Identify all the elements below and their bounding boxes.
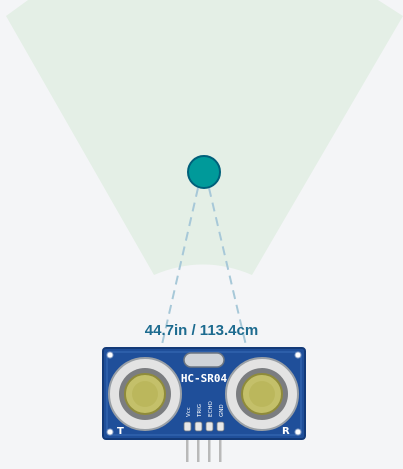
ultrasonic-transducer-icon xyxy=(225,357,299,431)
pin-pad-icon xyxy=(194,421,203,432)
pin-pad-icon xyxy=(216,421,225,432)
crystal-oscillator-icon xyxy=(183,352,225,368)
pin-pad-icon xyxy=(205,421,214,432)
pin-trig xyxy=(197,433,200,462)
pin-label-trig: TRIG xyxy=(197,404,203,418)
board-model-label: HC-SR04 xyxy=(181,372,228,385)
pin-vcc xyxy=(186,433,189,462)
sensor-pins xyxy=(186,433,222,462)
pin-gnd xyxy=(219,433,222,462)
mount-hole-icon xyxy=(106,351,114,359)
sensing-cone xyxy=(6,0,403,275)
distance-readout: 44.7in / 113.4cm xyxy=(144,322,259,339)
ultrasonic-transducer-icon xyxy=(108,357,182,431)
transmitter-mark: T xyxy=(117,426,124,437)
pin-echo xyxy=(208,433,211,462)
mount-hole-icon xyxy=(294,351,302,359)
target-object[interactable] xyxy=(187,155,221,189)
board-inner-edge xyxy=(106,351,302,436)
pin-label-echo: ECHO xyxy=(208,401,214,417)
receiver-mark: R xyxy=(282,426,290,437)
mount-hole-icon xyxy=(106,428,114,436)
pin-pad-icon xyxy=(183,421,192,432)
pin-label-vcc: Vcc xyxy=(186,407,192,417)
hc-sr04-board[interactable]: HC-SR04 Vcc TRIG ECHO GND T R xyxy=(102,347,306,440)
pin-label-gnd: GND xyxy=(219,404,225,417)
mount-hole-icon xyxy=(294,428,302,436)
